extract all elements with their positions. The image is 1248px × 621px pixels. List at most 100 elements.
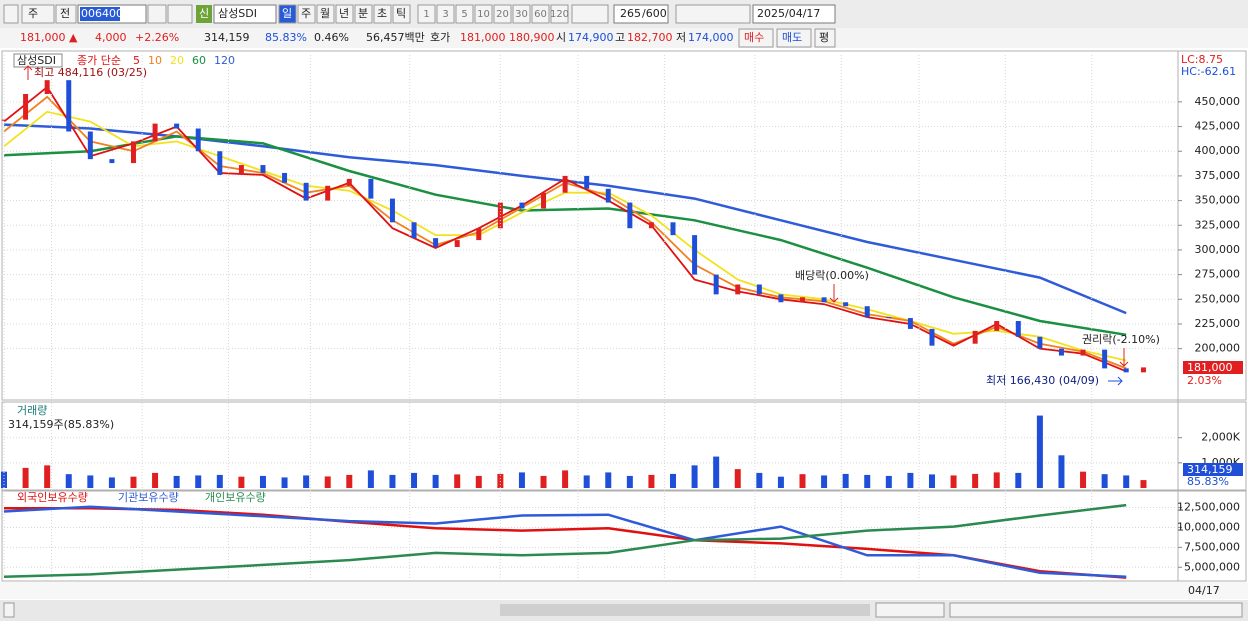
candle <box>497 202 503 229</box>
volume-bar <box>670 473 677 488</box>
volume-bar <box>173 475 180 488</box>
y-tick-label: 7,500,000 <box>1184 540 1240 553</box>
candle <box>778 294 784 303</box>
zoom-tools[interactable] <box>949 602 1243 618</box>
y-tick-label: 250,000 <box>1195 292 1241 305</box>
interval-select[interactable] <box>571 4 609 24</box>
interval-button[interactable] <box>455 4 474 24</box>
period-label: 틱 <box>396 7 406 20</box>
interval-button[interactable] <box>436 4 455 24</box>
candle <box>195 128 201 152</box>
period-label: 주 <box>301 7 311 20</box>
prev-button[interactable] <box>55 4 77 24</box>
interval-label: 3 <box>442 9 448 20</box>
y-tick-label: 400,000 <box>1195 144 1241 157</box>
low: 174,000 <box>688 31 734 44</box>
candle <box>174 123 180 129</box>
dividend-annotation: 배당락(0.00%) <box>795 269 869 282</box>
last-date: 04/17 <box>1188 584 1220 597</box>
candle <box>541 192 547 209</box>
period-button[interactable] <box>316 4 335 24</box>
y-tick-label: 225,000 <box>1195 317 1241 330</box>
turnover: 0.46% <box>314 31 349 44</box>
period-label: 년 <box>339 7 349 20</box>
info-bar <box>0 28 1248 48</box>
count-input[interactable] <box>613 4 669 24</box>
period-button[interactable] <box>278 4 297 24</box>
interval-button[interactable] <box>493 4 512 24</box>
scroll-left[interactable] <box>3 602 15 618</box>
period-button[interactable] <box>354 4 373 24</box>
period-label: 초 <box>377 7 387 20</box>
volume-bar <box>22 467 29 488</box>
series-line <box>3 503 1127 579</box>
market-select[interactable] <box>21 4 55 24</box>
interval-label: 30 <box>515 9 528 20</box>
candle <box>843 302 849 307</box>
volume-bar <box>259 475 266 488</box>
quote-label: 호가 <box>430 31 450 44</box>
date-input[interactable] <box>752 4 836 24</box>
candle <box>972 330 978 344</box>
change: 4,000 <box>95 31 127 44</box>
interval-label: 10 <box>477 9 490 20</box>
period-button[interactable] <box>392 4 411 24</box>
volume-bar <box>605 472 612 488</box>
menu-button[interactable] <box>3 4 19 24</box>
volume-bar <box>842 473 849 488</box>
legend-ma: 5 <box>133 54 140 67</box>
candle <box>799 297 805 303</box>
high-arrow <box>23 65 33 80</box>
volume-bar <box>108 477 115 488</box>
volume-rate: 85.83% <box>265 31 307 44</box>
legend-ma: 10 <box>148 54 162 67</box>
candle <box>109 159 115 164</box>
count: 265 <box>620 7 641 20</box>
tool-buttons[interactable] <box>675 4 751 24</box>
legend-ma: 120 <box>214 54 235 67</box>
y-tick-label: 450,000 <box>1195 95 1241 108</box>
buy-button[interactable] <box>738 28 774 48</box>
candle <box>44 80 50 94</box>
interval-label: 5 <box>461 9 467 20</box>
volume-bar <box>1036 415 1043 488</box>
interval-button[interactable] <box>512 4 531 24</box>
interval-button[interactable] <box>550 4 569 24</box>
scroll-thumb[interactable] <box>500 604 870 616</box>
volume-bar <box>195 475 202 488</box>
interval-button[interactable] <box>474 4 493 24</box>
candle <box>951 343 957 346</box>
period-label: 일 <box>282 6 292 20</box>
candle <box>864 306 870 318</box>
interval-label: 120 <box>550 9 569 20</box>
avg-button[interactable] <box>814 28 836 48</box>
candle <box>238 165 244 175</box>
name-box <box>213 4 277 24</box>
volume-bar <box>756 472 763 488</box>
period-button[interactable] <box>335 4 354 24</box>
period-label: 분 <box>358 7 368 20</box>
volume-subtitle: 314,159주(85.83%) <box>8 418 114 431</box>
candle <box>152 123 158 142</box>
interval-button[interactable] <box>531 4 550 24</box>
volume-tag-box <box>1183 463 1243 476</box>
volume-bar <box>367 470 374 488</box>
volume-bar <box>950 475 957 488</box>
period-button[interactable] <box>373 4 392 24</box>
y-tick-label: 325,000 <box>1195 218 1241 231</box>
interval-button[interactable] <box>417 4 436 24</box>
volume-bar <box>497 473 504 488</box>
search-button[interactable] <box>147 4 167 24</box>
volume-bar <box>1080 471 1087 488</box>
playback-buttons[interactable] <box>875 602 945 618</box>
volume-bar <box>238 476 245 488</box>
price: 181,000 ▲ <box>20 31 78 44</box>
period-button[interactable] <box>297 4 316 24</box>
dividend-arrow <box>829 284 839 303</box>
sell-button[interactable] <box>776 28 812 48</box>
legend-individual: 개인보유수량 <box>205 491 266 504</box>
sound-button[interactable] <box>167 4 193 24</box>
amount: 56,457백만 <box>366 31 425 44</box>
